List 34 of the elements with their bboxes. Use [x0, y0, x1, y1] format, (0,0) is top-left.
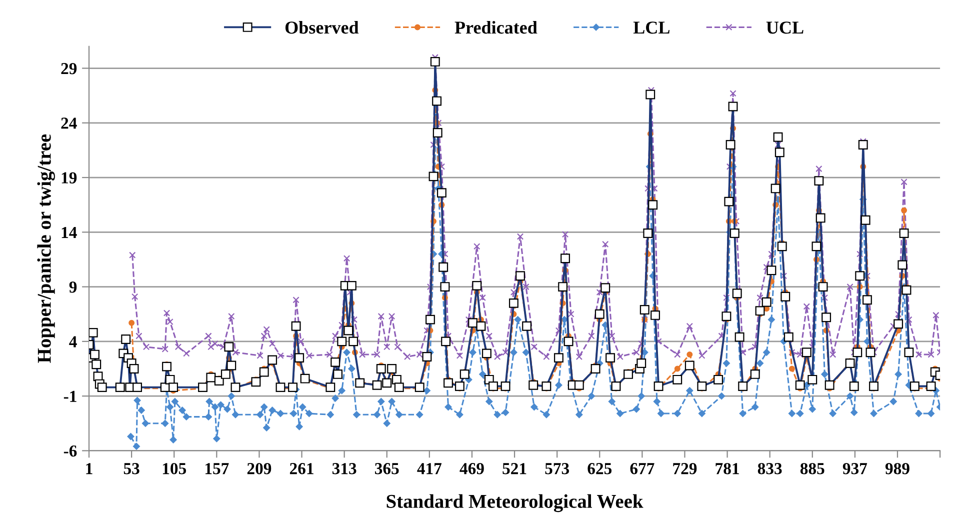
y-tick-label: 4	[69, 336, 77, 348]
legend-label: Predicated	[454, 21, 538, 34]
x-tick-label: 573	[545, 463, 570, 474]
legend-label: Observed	[285, 21, 359, 34]
x-tick-label: 937	[842, 463, 868, 474]
x-tick-label: 157	[206, 463, 229, 474]
y-tick-label: 29	[61, 63, 77, 74]
legend-label: LCL	[633, 22, 670, 34]
x-tick-label: 833	[758, 462, 782, 474]
y-tick-label: -6	[64, 445, 77, 457]
y-axis-title: Hopper/panicle or twig/tree	[37, 134, 55, 363]
x-tick-label: 417	[417, 463, 442, 474]
x-tick-label: 105	[162, 462, 186, 474]
x-tick-label: 209	[247, 462, 272, 474]
x-tick-label: 729	[673, 463, 697, 474]
y-tick-label: 14	[62, 226, 77, 238]
legend-label: UCL	[766, 22, 804, 34]
y-tick-label: 24	[61, 118, 77, 129]
x-tick-label: 677	[630, 463, 654, 474]
x-tick-label: 885	[800, 462, 824, 474]
x-tick-label: 313	[332, 463, 356, 474]
x-tick-label: 521	[502, 463, 526, 474]
x-tick-label: 625	[588, 463, 612, 474]
x-tick-label: 53	[124, 463, 140, 474]
x-tick-label: 469	[460, 463, 484, 474]
y-tick-label: -1	[64, 390, 76, 402]
x-tick-label: 365	[375, 463, 399, 474]
x-tick-label: 781	[716, 462, 739, 474]
x-tick-label: 1	[86, 463, 92, 474]
y-tick-label: 9	[69, 282, 77, 293]
x-tick-label: 261	[290, 463, 314, 474]
x-tick-label: 989	[885, 462, 910, 474]
x-axis-title: Standard Meteorological Week	[386, 494, 644, 512]
y-tick-label: 19	[62, 172, 77, 184]
